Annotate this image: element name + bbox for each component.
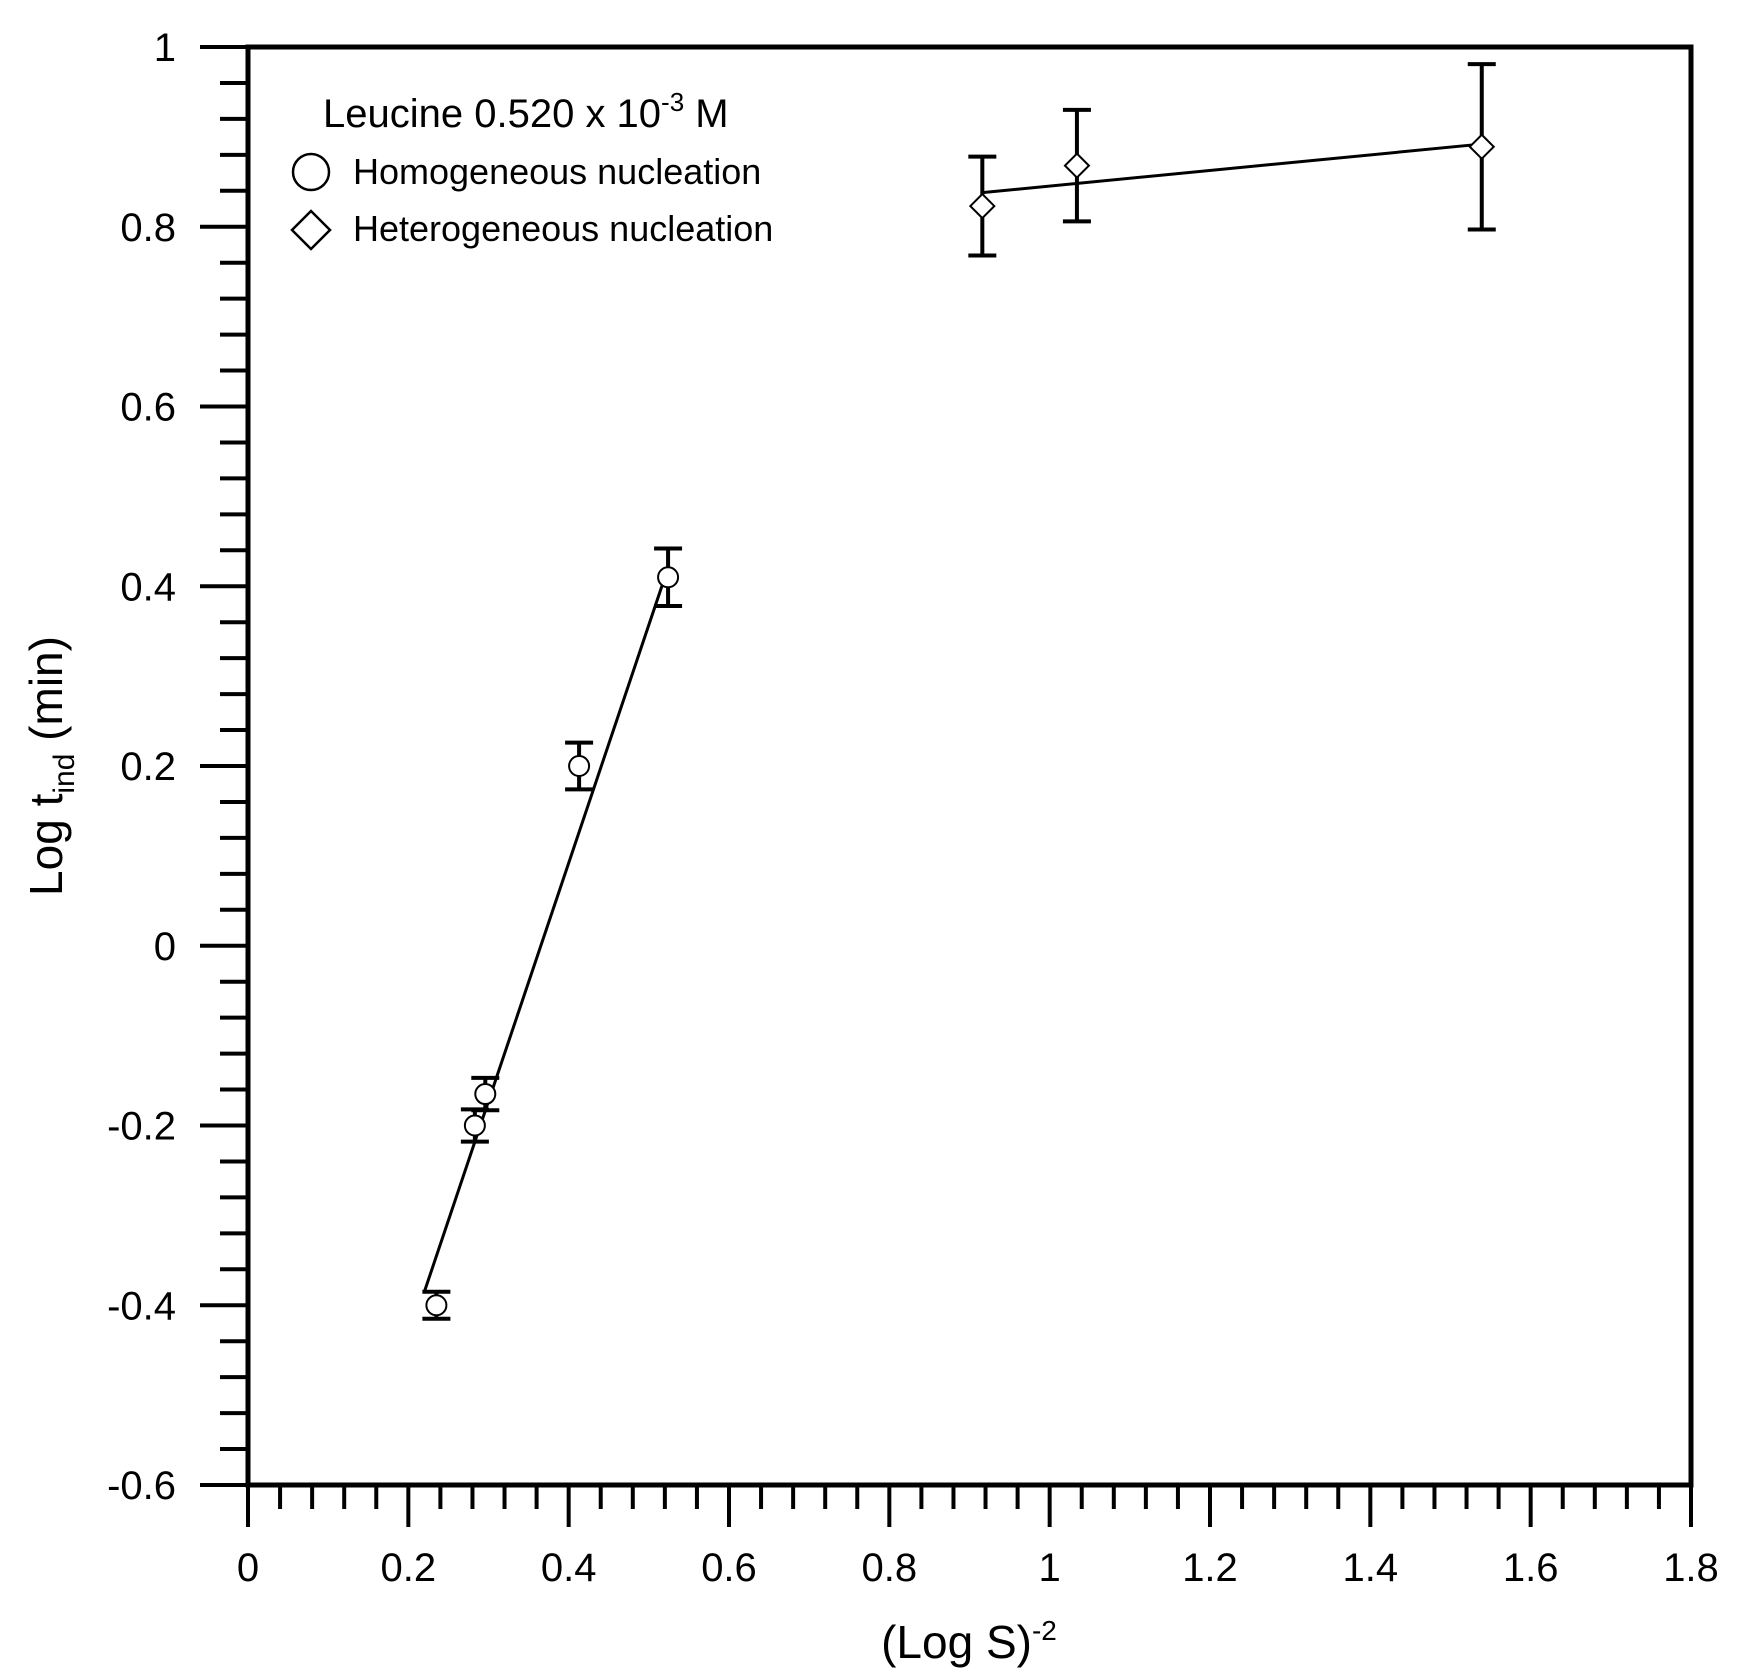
y-tick-label: -0.2	[107, 1105, 176, 1149]
y-tick-label: -0.6	[107, 1464, 176, 1508]
y-tick-label: 0.6	[120, 386, 176, 430]
y-tick-label: 0.2	[120, 745, 176, 789]
x-tick-label: 1	[1039, 1546, 1061, 1590]
x-tick-label: 0.4	[541, 1546, 597, 1590]
y-tick-label: 0	[154, 925, 176, 969]
x-axis-title: (Log S)-2	[881, 1615, 1057, 1668]
x-tick-label: 0	[237, 1546, 259, 1590]
x-tick-label: 0.6	[701, 1546, 757, 1590]
plot-frame	[245, 44, 1694, 1488]
data-points	[425, 133, 1496, 1317]
y-tick-label: -0.4	[107, 1284, 176, 1328]
x-tick-label: 1.2	[1182, 1546, 1238, 1590]
data-point-circle	[463, 1114, 486, 1137]
y-tick-label: 0.8	[120, 206, 176, 250]
fit-line-heterogeneous	[982, 142, 1482, 195]
x-tick-label: 1.6	[1503, 1546, 1559, 1590]
x-tick-label: 1.8	[1663, 1546, 1719, 1590]
data-point-circle	[474, 1083, 497, 1106]
x-tick-label: 0.8	[862, 1546, 918, 1590]
data-point-circle	[657, 566, 680, 589]
legend-label-heterogeneous: Heterogeneous nucleation	[353, 208, 773, 249]
fit-line-homogeneous	[422, 576, 667, 1293]
error-bars	[422, 62, 1496, 1321]
ticks-layer: 0 0.2 0.4 0.6 0.8 1 1.2 1.4 1.6 1.8 -0.6 -0.4 -0.2 0 0…	[107, 26, 1719, 1590]
fit-lines	[422, 142, 1482, 1293]
legend-title: Leucine 0.520 x 10-3 M	[323, 87, 729, 136]
legend: Leucine 0.520 x 10-3 M Homogeneous nucle…	[290, 87, 773, 251]
x-tick-label: 1.4	[1343, 1546, 1399, 1590]
legend-circle-marker	[291, 152, 331, 192]
data-point-diamond	[1468, 133, 1496, 161]
data-point-diamond	[1063, 152, 1091, 180]
data-point-circle	[568, 755, 591, 777]
y-axis-title: Log tind (min)	[20, 636, 81, 896]
x-tick-label: 0.2	[381, 1546, 437, 1590]
legend-label-homogeneous: Homogeneous nucleation	[353, 151, 761, 192]
y-tick-label: 0.4	[120, 565, 176, 609]
data-point-diamond	[968, 192, 996, 220]
y-tick-label: 1	[154, 26, 176, 70]
data-point-circle	[425, 1294, 448, 1317]
legend-diamond-marker	[290, 209, 332, 251]
